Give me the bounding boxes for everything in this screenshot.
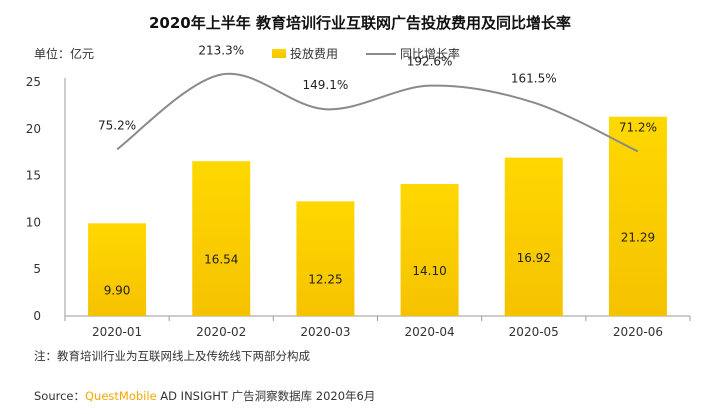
bar-value-label: 9.90 bbox=[104, 284, 131, 298]
growth-line bbox=[116, 72, 639, 153]
growth-value-label: 161.5% bbox=[511, 72, 557, 86]
bar-value-label: 21.29 bbox=[621, 230, 655, 244]
footnote: 注：教育培训行业为互联网线上及传统线下两部分构成 bbox=[34, 349, 310, 363]
x-tick-label: 2020-05 bbox=[509, 325, 559, 339]
bar-value-label: 16.54 bbox=[204, 253, 238, 267]
x-tick-label: 2020-06 bbox=[613, 325, 663, 339]
growth-value-label: 192.6% bbox=[407, 55, 453, 69]
bar-value-label: 14.10 bbox=[412, 264, 446, 278]
legend: 投放费用 同比增长率 bbox=[272, 45, 488, 62]
line-series: 75.2% 213.3% 149.1% 192.6% 161.5% 71.2% bbox=[98, 43, 657, 153]
bar bbox=[400, 184, 459, 316]
y-tick-label: 25 bbox=[26, 75, 41, 89]
bar-series: 9.90 16.54 12.25 14.10 16.92 21.29 bbox=[88, 116, 667, 316]
x-tick-label: 2020-01 bbox=[92, 325, 142, 339]
chart-title: 2020年上半年 教育培训行业互联网广告投放费用及同比增长率 bbox=[149, 14, 571, 32]
y-tick-label: 0 bbox=[33, 309, 41, 323]
growth-value-label: 149.1% bbox=[303, 78, 349, 92]
legend-item-bar: 投放费用 bbox=[272, 45, 338, 62]
y-tick-label: 15 bbox=[26, 169, 41, 183]
legend-label-bar: 投放费用 bbox=[290, 47, 339, 61]
bar bbox=[296, 201, 355, 316]
legend-swatch-bar bbox=[272, 49, 286, 58]
legend-label-line: 同比增长率 bbox=[400, 47, 461, 61]
y-tick-label: 20 bbox=[26, 122, 41, 136]
unit-label: 单位：亿元 bbox=[34, 47, 95, 61]
source-line: Source：QuestMobile AD INSIGHT 广告洞察数据库 20… bbox=[34, 388, 375, 404]
bar bbox=[608, 116, 667, 316]
source-prefix: Source： bbox=[34, 389, 85, 403]
growth-value-label: 75.2% bbox=[98, 118, 136, 132]
x-axis: 2020-01 2020-02 2020-03 2020-04 2020-05 2020-… bbox=[64, 315, 691, 339]
y-axis: 0 5 10 15 20 25 bbox=[26, 75, 66, 323]
x-tick-label: 2020-04 bbox=[405, 325, 455, 339]
growth-value-label: 213.3% bbox=[198, 43, 244, 57]
bar bbox=[88, 223, 147, 316]
growth-value-label: 71.2% bbox=[619, 120, 657, 134]
bar bbox=[192, 161, 251, 316]
source-rest: AD INSIGHT 广告洞察数据库 2020年6月 bbox=[156, 389, 376, 403]
source-brand: QuestMobile bbox=[85, 389, 157, 403]
bar-value-label: 16.92 bbox=[517, 251, 551, 265]
x-tick-label: 2020-03 bbox=[300, 325, 350, 339]
x-tick-label: 2020-02 bbox=[196, 325, 246, 339]
legend-swatch-line bbox=[366, 52, 397, 55]
bar-value-label: 12.25 bbox=[308, 273, 342, 287]
y-tick-label: 10 bbox=[26, 215, 41, 229]
y-tick-label: 5 bbox=[33, 262, 41, 276]
bar bbox=[504, 157, 563, 316]
legend-item-line: 同比增长率 bbox=[366, 45, 460, 62]
